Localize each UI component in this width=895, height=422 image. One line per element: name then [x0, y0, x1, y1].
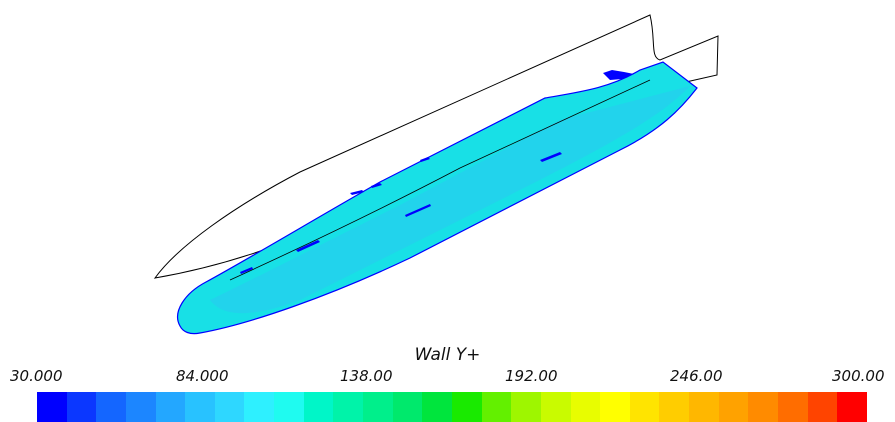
legend-title: Wall Y+ — [414, 345, 481, 365]
legend-tick-label: 300.00 — [832, 367, 885, 385]
color-scale-swatch — [333, 392, 364, 422]
color-scale-swatch — [540, 392, 571, 422]
color-scale-swatch — [718, 392, 749, 422]
color-scale-swatch — [214, 392, 245, 422]
color-scale-swatch — [96, 392, 126, 422]
legend-tick-label: 138.00 — [340, 367, 393, 385]
color-scale-swatch — [185, 392, 215, 422]
color-scale-swatch — [748, 392, 779, 422]
hull-model-view — [153, 14, 719, 335]
color-scale-swatch — [778, 392, 808, 422]
color-scale-swatch — [363, 392, 393, 422]
color-scale-swatch — [629, 392, 660, 422]
3d-viewport[interactable] — [0, 0, 895, 340]
color-scale-swatch — [422, 392, 452, 422]
color-scale-swatch — [837, 392, 867, 422]
color-scale-swatch — [451, 392, 482, 422]
color-scale-swatch — [481, 392, 512, 422]
color-scale-swatch — [125, 392, 156, 422]
legend-tick-label: 192.00 — [505, 367, 558, 385]
color-scale-swatch — [155, 392, 186, 422]
color-scale-swatch — [274, 392, 304, 422]
color-scale-swatch — [244, 392, 275, 422]
color-scale-swatch — [807, 392, 838, 422]
color-scale-swatch — [570, 392, 601, 422]
color-scale-swatch — [37, 392, 67, 422]
color-scale-swatch — [600, 392, 630, 422]
color-scale-swatch — [303, 392, 334, 422]
legend-tick-label: 84.000 — [176, 367, 229, 385]
color-scale-bar — [37, 392, 867, 422]
legend-tick-label: 246.00 — [670, 367, 723, 385]
color-scale-swatch — [659, 392, 690, 422]
color-scale-swatch — [689, 392, 719, 422]
legend-tick-label: 30.000 — [10, 367, 63, 385]
color-scale-swatch — [392, 392, 423, 422]
hull-outline — [153, 14, 719, 279]
color-scale-swatch — [66, 392, 97, 422]
color-scale-swatch — [511, 392, 541, 422]
wetted-hull-surface — [177, 61, 698, 335]
